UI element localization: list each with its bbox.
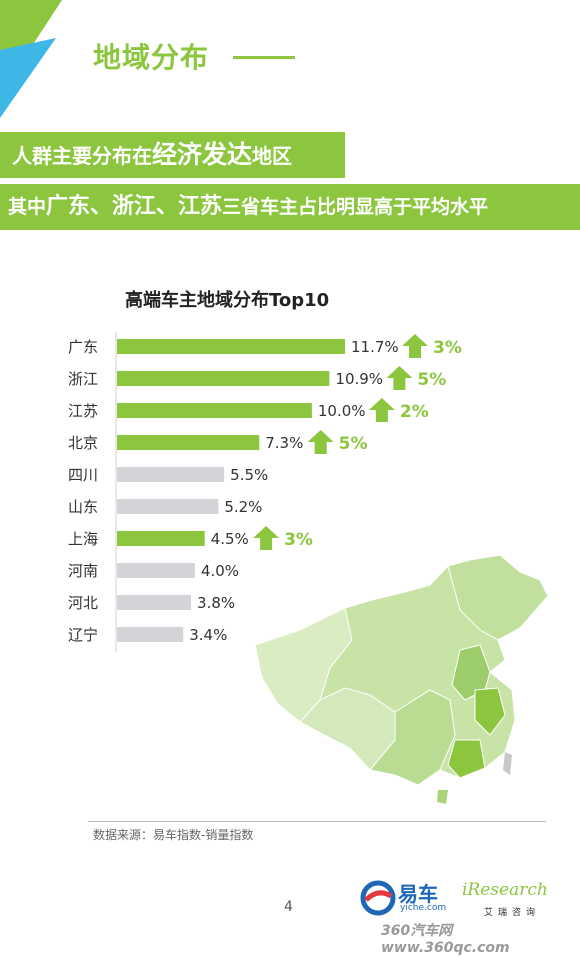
bar bbox=[117, 339, 345, 354]
source-divider bbox=[88, 821, 546, 822]
yiche-logo-name: 易车 bbox=[398, 882, 438, 906]
category-label: 山东 bbox=[68, 498, 98, 516]
value-label: 10.0% bbox=[318, 402, 366, 420]
site-watermark: 360汽车网 www.360qc.com bbox=[381, 923, 510, 956]
yiche-logo-icon bbox=[360, 880, 396, 916]
increase-label: 3% bbox=[284, 530, 313, 550]
bars-layer: 广东 11.7% 3% 浙江 10.9% 5% 江苏 10.0% 2% 北京 7.3% 5% 四川 5.5… bbox=[68, 334, 462, 644]
title-underline bbox=[233, 56, 295, 59]
category-label: 辽宁 bbox=[68, 626, 98, 644]
increase-label: 5% bbox=[417, 370, 446, 390]
value-label: 5.2% bbox=[224, 498, 262, 516]
chart-title: 高端车主地域分布Top10 bbox=[125, 290, 330, 311]
category-label: 江苏 bbox=[68, 402, 98, 420]
increase-arrow-icon bbox=[402, 334, 428, 358]
china-map-illustration bbox=[254, 554, 549, 804]
increase-label: 3% bbox=[433, 338, 462, 358]
category-label: 上海 bbox=[68, 530, 98, 548]
banner2-text-post: 三省车主占比明显高于平均水平 bbox=[222, 196, 489, 218]
page-title: 地域分布 bbox=[93, 41, 210, 74]
category-label: 河北 bbox=[68, 594, 98, 612]
corner-decoration bbox=[0, 0, 62, 118]
category-label: 广东 bbox=[68, 338, 98, 356]
banner2-text-pre: 其中 bbox=[8, 196, 47, 218]
bar bbox=[117, 627, 184, 642]
category-label: 北京 bbox=[68, 434, 98, 452]
yiche-logo: 易车 yiche.com bbox=[360, 876, 460, 920]
iresearch-logo: iResearch 艾瑞咨询 bbox=[462, 876, 572, 920]
bar bbox=[117, 563, 195, 578]
iresearch-logo-sub: 艾瑞咨询 bbox=[484, 908, 541, 918]
value-label: 10.9% bbox=[335, 370, 383, 388]
bar-chart: 广东 11.7% 3% 浙江 10.9% 5% 江苏 10.0% 2% 北京 7.3% 5% 四川 5.5… bbox=[68, 332, 549, 804]
banner1-text-post: 地区 bbox=[252, 144, 293, 168]
increase-label: 2% bbox=[400, 402, 429, 422]
increase-arrow-icon bbox=[386, 366, 413, 390]
value-label: 7.3% bbox=[265, 434, 303, 452]
banner1-text-emph: 经济发达 bbox=[152, 140, 253, 169]
yiche-logo-url: yiche.com bbox=[400, 903, 447, 913]
headline-banner-2: 其中广东、浙江、江苏三省车主占比明显高于平均水平 bbox=[0, 184, 580, 230]
banner2-text-emph: 广东、浙江、江苏 bbox=[46, 194, 223, 219]
value-label: 3.8% bbox=[197, 594, 235, 612]
increase-arrow-icon bbox=[368, 398, 395, 422]
value-label: 5.5% bbox=[230, 466, 268, 484]
value-label: 3.4% bbox=[189, 626, 227, 644]
iresearch-logo-name: iResearch bbox=[462, 880, 548, 900]
category-label: 四川 bbox=[68, 466, 98, 484]
increase-arrow-icon bbox=[307, 430, 334, 454]
bar bbox=[117, 371, 330, 386]
value-label: 11.7% bbox=[351, 338, 399, 356]
bar bbox=[117, 435, 260, 450]
bar bbox=[117, 467, 225, 482]
bar bbox=[117, 499, 219, 514]
category-label: 河南 bbox=[68, 562, 98, 580]
banner1-text-pre: 人群主要分布在 bbox=[12, 144, 152, 168]
page-number: 4 bbox=[284, 899, 293, 915]
value-label: 4.5% bbox=[211, 530, 249, 548]
increase-label: 5% bbox=[339, 434, 368, 454]
category-label: 浙江 bbox=[68, 370, 98, 388]
bar bbox=[117, 531, 205, 546]
headline-banner-1: 人群主要分布在经济发达地区 bbox=[0, 132, 345, 178]
increase-arrow-icon bbox=[253, 526, 280, 550]
data-source-note: 数据来源：易车指数-销量指数 bbox=[93, 828, 254, 842]
bar bbox=[117, 403, 312, 418]
value-label: 4.0% bbox=[201, 562, 239, 580]
bar bbox=[117, 595, 192, 610]
